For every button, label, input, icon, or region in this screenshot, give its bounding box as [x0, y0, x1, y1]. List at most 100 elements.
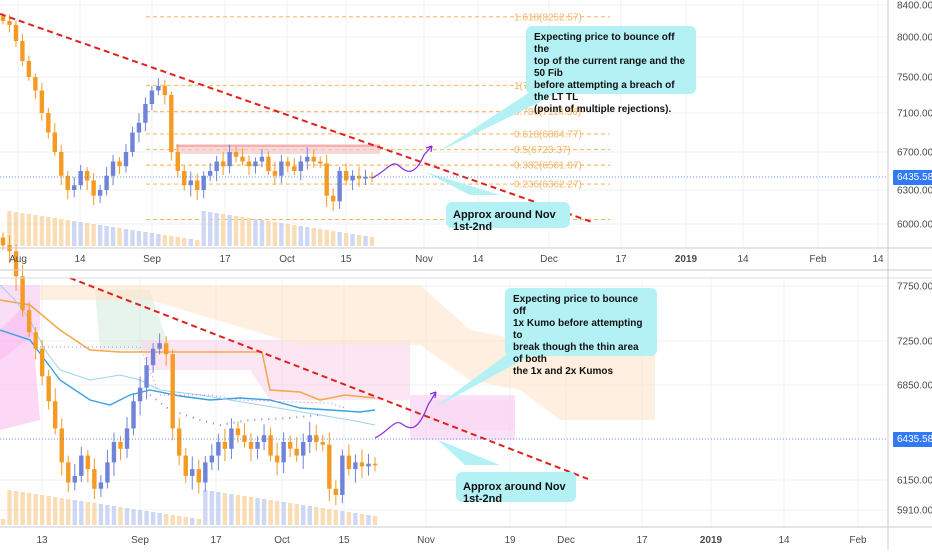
fib-label: 0.618(6884.77) — [514, 129, 582, 140]
candle-body — [104, 175, 109, 190]
volume-bar — [340, 511, 345, 525]
candle-body — [337, 171, 342, 202]
candle-body — [72, 475, 77, 483]
time-tick-label: Sep — [143, 254, 161, 265]
candle-body — [240, 156, 245, 162]
candle-body — [26, 310, 32, 333]
candle-body — [33, 332, 38, 349]
candle-body — [248, 442, 254, 449]
tenkan-line — [0, 329, 376, 413]
volume-bar — [91, 224, 96, 246]
candle-body — [279, 161, 284, 176]
time-tick-label: Sep — [131, 535, 149, 546]
volume-bar — [163, 514, 169, 525]
time-tick-label: 14 — [74, 254, 86, 265]
price-tick-label: 5910.00 — [897, 506, 932, 517]
candle-body — [13, 25, 19, 41]
time-tick-label: Aug — [9, 254, 27, 265]
candle-body — [84, 171, 90, 181]
candle-body — [162, 86, 168, 95]
volume-bar — [33, 215, 38, 246]
time-tick-label: 19 — [504, 535, 516, 546]
volume-bar — [285, 224, 291, 246]
volume-bar — [0, 519, 6, 525]
volume-bar — [320, 508, 325, 525]
candle-body — [66, 462, 71, 483]
candle-body — [117, 161, 122, 167]
candle-body — [209, 455, 215, 463]
volume-bar — [281, 502, 286, 525]
volume-bar — [346, 512, 352, 525]
volume-bar — [53, 497, 58, 525]
candle-body — [311, 156, 316, 162]
volume-bar — [307, 506, 312, 525]
candle-body — [144, 365, 149, 388]
senkou-dots — [40, 346, 346, 409]
candle-body — [324, 163, 329, 196]
bottom-current-price-badge: 6435.58 — [893, 432, 932, 447]
time-tick-label: 17 — [636, 535, 648, 546]
candle-body — [188, 180, 193, 186]
candle-body — [216, 442, 221, 456]
candle-body — [196, 469, 201, 483]
candle-body — [220, 161, 226, 167]
volume-bar — [298, 226, 303, 246]
candle-body — [233, 152, 239, 157]
candle-body — [350, 175, 355, 181]
volume-bar — [137, 510, 143, 525]
volume-bar — [353, 513, 358, 525]
price-tick-label: 7500.00 — [897, 73, 932, 84]
candle-body — [330, 195, 336, 202]
candle-body — [255, 442, 260, 449]
volume-bar — [201, 211, 206, 246]
volume-bar — [287, 503, 293, 525]
candle-body — [52, 132, 57, 152]
candle-body — [346, 455, 352, 470]
volume-bar — [182, 238, 187, 246]
candle-body — [7, 21, 12, 25]
volume-bar — [240, 217, 245, 246]
candle-body — [130, 132, 135, 152]
candle-body — [343, 171, 349, 181]
volume-bar — [144, 511, 149, 525]
volume-bar — [46, 496, 51, 525]
candle-body — [33, 77, 38, 91]
candle-body — [203, 462, 208, 483]
candle-body — [177, 428, 182, 456]
time-tick-label: 14 — [737, 254, 749, 265]
top-current-price-badge: 6435.58 — [893, 170, 932, 185]
candle-body — [359, 462, 365, 467]
volume-bar — [78, 222, 83, 246]
time-tick-label: Nov — [415, 254, 433, 265]
volume-bar — [118, 507, 123, 525]
volume-bar — [92, 503, 97, 525]
volume-bar — [214, 213, 219, 246]
candle-body — [53, 401, 58, 429]
top-grid — [0, 0, 888, 248]
candle-body — [266, 156, 271, 171]
volume-bar — [7, 490, 12, 525]
top-volume — [0, 211, 375, 246]
volume-bar — [156, 234, 161, 246]
candle-body — [110, 161, 116, 176]
volume-bar — [85, 502, 91, 525]
volume-bar — [301, 505, 306, 525]
dotted-indicator — [149, 394, 321, 427]
candle-body — [333, 488, 339, 495]
volume-bar — [292, 225, 297, 246]
time-tick-label: 15 — [340, 254, 352, 265]
volume-bar — [327, 509, 332, 525]
time-tick-label: 14 — [872, 254, 884, 265]
volume-bar — [337, 232, 342, 246]
top-time-axis: Aug 14 Sep 17 Oct 15 Nov 14 Dec 17 2019 14 Feb 14 — [9, 254, 884, 265]
price-tick-label: 8000.00 — [897, 33, 932, 44]
volume-bar — [343, 233, 349, 246]
price-tick-label: 6150.00 — [897, 476, 932, 487]
top-main-callout: Expecting price to bounce off the top of… — [526, 26, 696, 115]
candle-body — [294, 448, 299, 456]
candle-body — [327, 444, 332, 489]
volume-bar — [209, 491, 215, 525]
candle-body — [46, 376, 51, 402]
time-tick-label: 14 — [472, 254, 484, 265]
price-tick-label: 6850.00 — [897, 381, 932, 392]
